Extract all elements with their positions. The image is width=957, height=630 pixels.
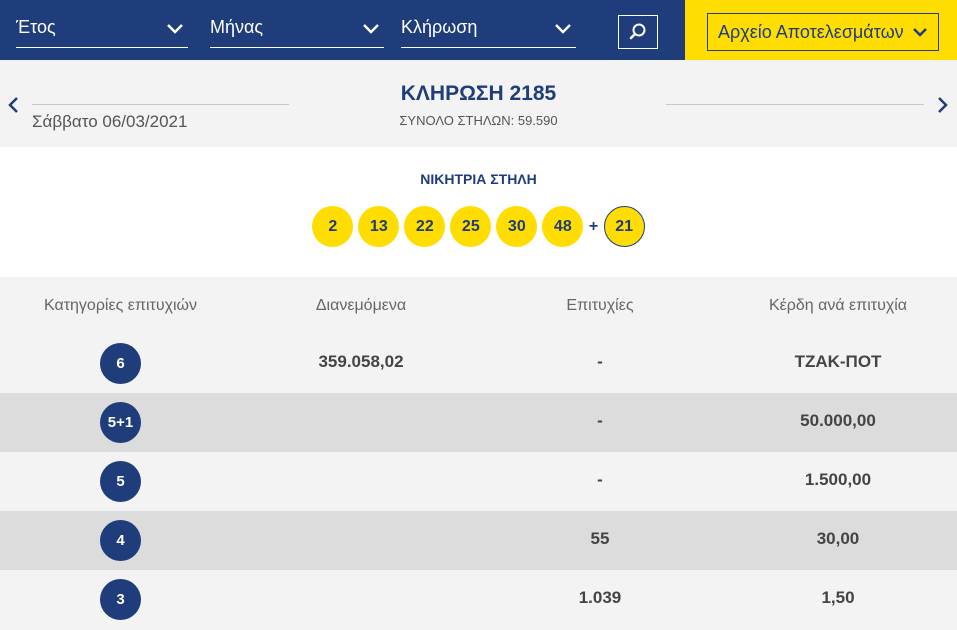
header-distributed: Διανεμόμενα <box>315 297 407 314</box>
archive-dropdown-label: Αρχείο Αποτελεσμάτων <box>718 21 904 42</box>
category-badge: 5 <box>100 461 141 502</box>
table-row: 6 359.058,02 - ΤΖΑΚ-ΠΟΤ <box>0 334 957 393</box>
winners-value: 1.039 <box>578 588 622 607</box>
joker-ball: 21 <box>603 206 645 247</box>
archive-dropdown[interactable]: Αρχείο Αποτελεσμάτων <box>707 13 939 51</box>
month-select[interactable]: Μήνας <box>210 14 384 48</box>
winning-column-title: ΝΙΚΗΤΡΙΑ ΣΤΗΛΗ <box>420 171 537 187</box>
prize-value: ΤΖΑΚ-ΠΟΤ <box>794 352 882 371</box>
prize-value: 1,50 <box>821 588 855 607</box>
chevron-down-icon <box>363 23 379 34</box>
distributed-value: 359.058,02 <box>318 352 404 371</box>
draw-select[interactable]: Κλήρωση <box>401 14 576 48</box>
chevron-down-icon <box>555 23 571 34</box>
table-row: 5+1 - 50.000,00 <box>0 393 957 452</box>
year-select[interactable]: Έτος <box>16 14 188 48</box>
header-winners: Επιτυχίες <box>566 297 634 314</box>
draw-header <box>0 60 957 147</box>
table-row: 5 - 1.500,00 <box>0 452 957 511</box>
chevron-down-icon <box>913 28 927 37</box>
year-select-label: Έτος <box>16 17 56 37</box>
header-categories: Κατηγορίες επιτυχιών <box>43 297 198 314</box>
number-ball: 30 <box>496 206 538 247</box>
category-badge: 5+1 <box>100 402 141 443</box>
chevron-down-icon <box>167 23 183 34</box>
divider <box>666 104 924 105</box>
draw-select-label: Κλήρωση <box>401 17 478 37</box>
number-ball: 13 <box>358 206 400 247</box>
number-ball: 22 <box>404 206 446 247</box>
month-select-label: Μήνας <box>210 17 264 37</box>
winning-numbers: 2 13 22 25 30 48 + 21 <box>0 206 957 247</box>
draw-date: Σάββατο 06/03/2021 <box>32 112 188 131</box>
table-row: 3 1.039 1,50 <box>0 570 957 630</box>
table-header <box>0 277 957 334</box>
number-ball: 48 <box>542 206 584 247</box>
search-button[interactable] <box>618 15 658 49</box>
chevron-right-icon[interactable] <box>934 93 952 117</box>
winners-value: - <box>597 470 603 489</box>
prize-value: 1.500,00 <box>804 470 872 489</box>
winners-value: - <box>597 352 603 371</box>
winners-value: - <box>597 411 603 430</box>
search-icon <box>629 23 646 40</box>
plus-sign: + <box>588 217 599 235</box>
category-badge: 3 <box>100 579 141 620</box>
category-badge: 4 <box>100 520 141 561</box>
draw-title: ΚΛΗΡΩΣΗ 2185 <box>400 82 557 105</box>
header-prize: Κέρδη ανά επιτυχία <box>768 297 908 314</box>
number-ball: 25 <box>450 206 492 247</box>
chevron-left-icon[interactable] <box>4 93 22 117</box>
prize-value: 50.000,00 <box>800 411 876 430</box>
total-columns: ΣΥΝΟΛΟ ΣΤΗΛΩΝ: 59.590 <box>399 113 558 128</box>
winners-value: 55 <box>590 529 610 548</box>
number-ball: 2 <box>312 206 354 247</box>
divider <box>32 104 289 105</box>
category-badge: 6 <box>100 343 141 384</box>
table-row: 4 55 30,00 <box>0 511 957 570</box>
prize-value: 30,00 <box>816 529 860 548</box>
